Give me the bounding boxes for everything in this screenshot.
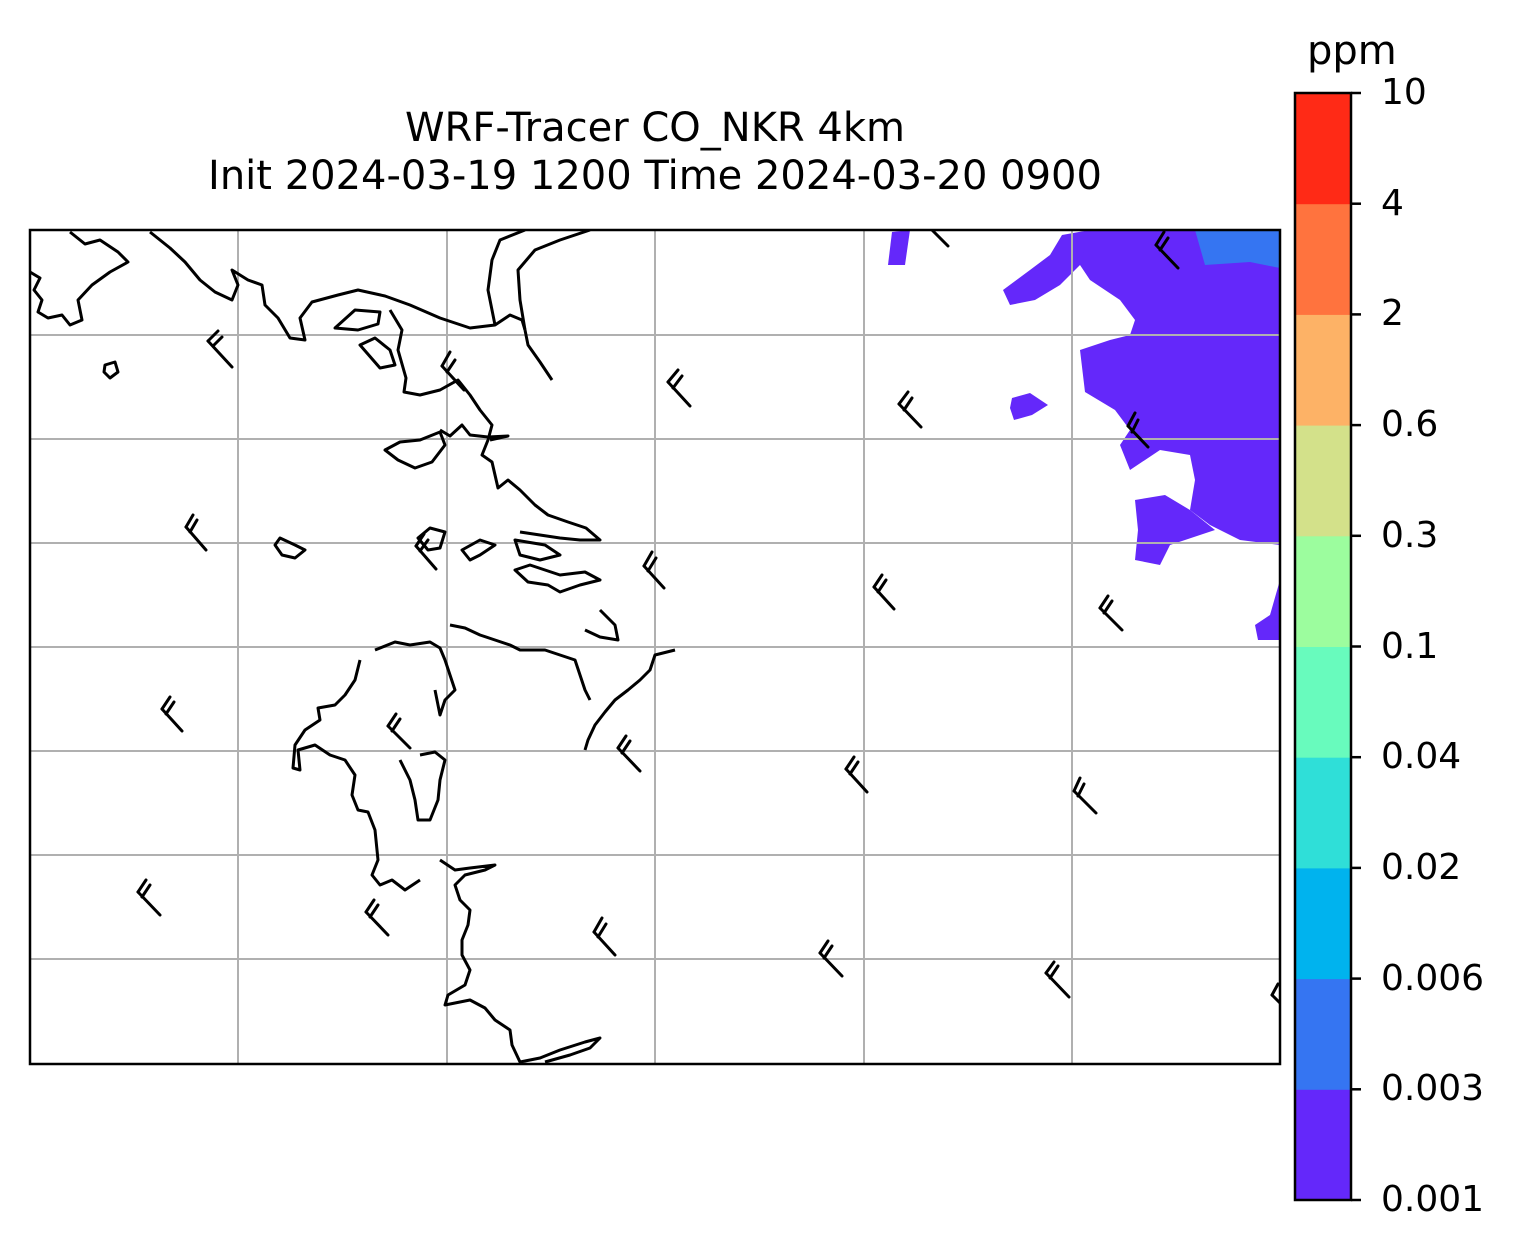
wind-barb (184, 513, 208, 552)
tracer-field-lobe (1003, 230, 1090, 305)
coastline (291, 659, 421, 892)
tracer-field-top-patch (888, 230, 910, 265)
wind-barb (844, 755, 869, 794)
map-frame (28, 228, 1282, 1066)
tracer-field-strip (1135, 495, 1215, 565)
coastline (416, 526, 447, 552)
wind-barb (666, 368, 692, 408)
colorbar-band (1295, 535, 1351, 647)
wind-barb (1270, 982, 1280, 1005)
coastline (460, 538, 497, 562)
wind-barb (160, 695, 184, 733)
colorbar-tick-label: 0.6 (1381, 404, 1439, 446)
coastline (516, 230, 591, 331)
colorbar-band (1295, 203, 1351, 315)
wind-barb (386, 712, 412, 750)
tracer-field-higher-band (1195, 230, 1280, 268)
colorbar-unit-label: ppm (1307, 28, 1397, 74)
coastline (584, 608, 620, 642)
wind-barb (818, 939, 844, 978)
wind-barb (872, 573, 896, 611)
wind-barb (364, 898, 390, 937)
coastline (398, 750, 447, 822)
wind-barb (616, 734, 642, 773)
tracer-field-patch (1010, 393, 1048, 420)
colorbar-tick-label: 0.3 (1381, 514, 1439, 556)
coastline (383, 430, 447, 470)
wind-barb (440, 350, 466, 392)
colorbar-band (1295, 867, 1351, 980)
coastline (449, 623, 592, 701)
wind-barb (897, 390, 923, 429)
coastlines (30, 230, 676, 1064)
colorbar-tick-label: 0.04 (1381, 736, 1462, 778)
wind-barb (206, 329, 234, 369)
coastline (439, 858, 602, 1064)
wind-barb (136, 878, 162, 917)
colorbar-tick-label: 2 (1381, 293, 1404, 335)
colorbar-tick-label: 0.006 (1381, 957, 1485, 999)
wind-barb (642, 550, 666, 590)
coastline (333, 308, 382, 332)
coastline (388, 309, 602, 542)
coastline (358, 336, 397, 370)
colorbar-tick-label: 0.1 (1381, 625, 1439, 667)
wind-barbs (136, 230, 1280, 1005)
coastline (30, 230, 130, 327)
colorbar-tick-label: 0.02 (1381, 846, 1462, 888)
wind-barb (1154, 230, 1180, 270)
title-line-2: Init 2024-03-19 1200 Time 2024-03-20 090… (208, 153, 1102, 199)
coastline (273, 536, 307, 560)
coastline (486, 230, 526, 326)
wind-barb (1098, 594, 1124, 632)
colorbar-band (1295, 1089, 1351, 1201)
title-line-1: WRF-Tracer CO_NKR 4km (404, 105, 906, 151)
colorbar-band (1295, 314, 1351, 426)
colorbar-band (1295, 646, 1351, 758)
colorbar-band (1295, 978, 1351, 1090)
coastline (439, 423, 510, 442)
coastline (513, 563, 602, 594)
colorbar-tick-label: 0.001 (1381, 1179, 1485, 1220)
coastline (374, 640, 457, 717)
colorbar-band (1295, 93, 1351, 205)
coastline (102, 360, 120, 380)
tracer-field-main (1070, 230, 1280, 640)
colorbar-tick-label: 0.003 (1381, 1068, 1485, 1110)
coastline (523, 329, 554, 381)
coastline (149, 230, 527, 342)
colorbar-tick-label: 10 (1381, 72, 1427, 113)
chart-title: WRF-Tracer CO_NKR 4km Init 2024-03-19 12… (30, 104, 1280, 200)
colorbar (1295, 93, 1351, 1201)
wind-barb (1044, 960, 1071, 999)
wind-barb (1126, 411, 1150, 449)
colorbar-band (1295, 757, 1351, 869)
coastline (583, 648, 676, 751)
gridlines (30, 230, 1280, 1064)
tracer-field (888, 230, 1280, 640)
wind-barb (930, 230, 950, 248)
colorbar-tick-label: 4 (1381, 182, 1404, 224)
wind-barb (1072, 776, 1098, 815)
wind-barb (414, 532, 438, 571)
colorbar-ticks (1351, 91, 1361, 1202)
wind-barb (592, 916, 617, 957)
coastline (513, 538, 562, 562)
colorbar-band (1295, 425, 1351, 537)
